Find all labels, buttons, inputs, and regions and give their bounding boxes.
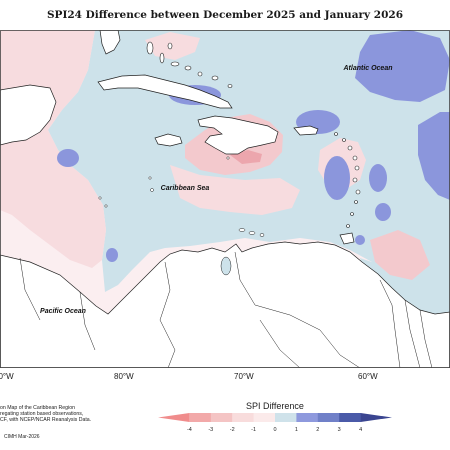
land-jamaica [154, 133, 183, 147]
abc-islands [238, 228, 265, 237]
small-islands [98, 156, 230, 208]
legend-swatch [296, 413, 319, 422]
blue-area-windward [324, 156, 350, 200]
legend-bar [158, 413, 392, 422]
caption-line-3: CF, with NCEP/NCAR Reanalysis Data. [0, 417, 92, 423]
land-hispaniola [197, 115, 279, 155]
lake-maracaibo [220, 256, 232, 276]
legend-swatch [360, 413, 392, 422]
country-borders [19, 251, 433, 368]
legend-tick-label: 2 [316, 427, 319, 433]
land-trinidad [339, 232, 355, 245]
lon-label-80w-left: 80°W [0, 372, 14, 381]
map-caption: on Map of the Caribbean Region regating … [0, 405, 91, 423]
legend-tick-label: -2 [230, 427, 235, 433]
lon-label-70w: 70°W [234, 372, 254, 381]
legend-tick-label: -3 [208, 427, 213, 433]
caption-line-1: on Map of the Caribbean Region [0, 405, 75, 411]
land-puerto-rico [293, 125, 319, 136]
land-yucatan [0, 84, 57, 146]
caribbean-map: Caribbean Sea Atlantic Ocean Pacific Oce… [0, 30, 450, 368]
blue-area-atlantic-ne [355, 30, 450, 102]
legend-swatch [158, 413, 190, 422]
legend-tick-label: 1 [295, 427, 298, 433]
lesser-antilles [334, 132, 361, 228]
legend-swatch [232, 413, 254, 422]
legend-tick-label: -1 [251, 427, 256, 433]
bahamas-islands [146, 41, 233, 88]
pacific-ocean-label: Pacific Ocean [40, 308, 86, 315]
map-title: SPI24 Difference between December 2025 a… [46, 9, 404, 21]
blue-area-grenadines [369, 164, 387, 192]
lon-label-60w: 60°W [358, 372, 378, 381]
legend-title: SPI Difference [246, 401, 304, 411]
pink-area-guyana [370, 230, 430, 280]
lon-label-80w: 80°W [114, 372, 134, 381]
legend-tick-label: 0 [273, 427, 276, 433]
atlantic-ocean-label: Atlantic Ocean [342, 65, 392, 72]
legend-swatch [210, 413, 233, 422]
legend-tick-label: 3 [338, 427, 341, 433]
copyright-note: CIMH Mar-2026 [4, 434, 40, 440]
caribbean-sea-label: Caribbean Sea [161, 185, 210, 192]
land-florida [99, 30, 121, 55]
legend-tick-label: -4 [187, 427, 192, 433]
blue-area-venezuela [355, 235, 365, 245]
blue-area-atlantic-e [418, 112, 450, 200]
legend-swatch [275, 413, 297, 422]
legend-ticks: -4 -3 -2 -1 0 1 2 3 4 [187, 427, 362, 433]
legend-swatch [253, 413, 276, 422]
blue-area-panama [106, 248, 118, 262]
pink-area-central [170, 165, 300, 215]
legend-swatch [189, 413, 212, 422]
blue-area-trinidad [375, 203, 391, 221]
legend-swatch [317, 413, 340, 422]
color-legend: -4 -3 -2 -1 0 1 2 3 4 [158, 413, 392, 433]
caption-line-2: regating station based observations, [0, 411, 84, 417]
pink-area-florida [145, 32, 200, 60]
legend-tick-label: 4 [359, 427, 362, 433]
land-cuba [97, 74, 233, 109]
blue-area-west [57, 149, 79, 167]
legend-swatch [339, 413, 361, 422]
land-south-america [0, 241, 450, 368]
